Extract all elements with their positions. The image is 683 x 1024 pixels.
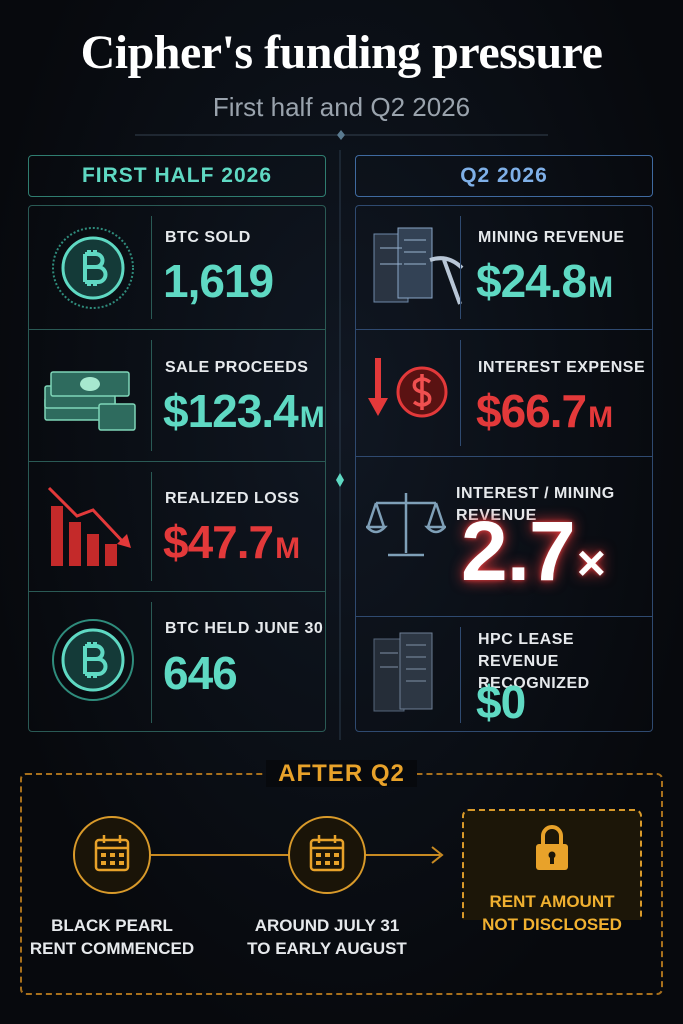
text: $47.7 (163, 516, 274, 568)
text: BTC HELD JUNE 30 (165, 620, 324, 637)
mining-icon (373, 227, 464, 305)
decor (460, 340, 461, 446)
decor (151, 472, 152, 581)
stat-row: REALIZED LOSS $47.7M (29, 461, 325, 591)
right-panel: MINING REVENUE $24.8M INTEREST EXPENSE $… (355, 205, 653, 732)
scale-icon (366, 493, 446, 557)
text: BLACK PEARL (51, 916, 173, 935)
text: $0 (476, 676, 526, 728)
stat-label: INTEREST EXPENSE (478, 357, 645, 379)
text: TO EARLY AUGUST (247, 939, 407, 958)
text: × (576, 535, 606, 591)
stat-value: $66.7M (476, 384, 613, 438)
timeline (73, 809, 642, 920)
text: AROUND JULY 31 (254, 916, 400, 935)
stat-row: BTC HELD JUNE 30 646 (29, 591, 325, 733)
center-line (336, 150, 344, 740)
text: M (275, 532, 300, 565)
stat-label: INTEREST / MINING REVENUE (456, 483, 652, 527)
step-label: RENT AMOUNT NOT DISCLOSED (452, 890, 652, 936)
step-label: BLACK PEARL RENT COMMENCED (12, 914, 212, 960)
text: 2.7 (461, 504, 576, 598)
text: M (588, 401, 613, 434)
text: INTEREST EXPENSE (478, 359, 646, 376)
stat-row: MINING REVENUE $24.8M (356, 206, 652, 329)
decor (151, 602, 152, 723)
text: HPC LEASE REVENUE (478, 631, 575, 670)
left-heading: FIRST HALF 2026 (28, 155, 326, 197)
expense-icon (368, 358, 448, 418)
stat-value: $0 (476, 675, 526, 729)
stat-row: INTEREST / MINING REVENUE 2.7× (356, 456, 652, 616)
right-heading: Q2 2026 (355, 155, 653, 197)
text: 1,619 (163, 255, 274, 307)
text: SALE PROCEEDS (165, 359, 309, 376)
text: M (299, 401, 325, 434)
step-label: AROUND JULY 31 TO EARLY AUGUST (227, 914, 427, 960)
stat-row: INTEREST EXPENSE $66.7M (356, 329, 652, 456)
decor (460, 216, 461, 319)
text: 646 (163, 647, 238, 699)
stat-label: REALIZED LOSS (165, 488, 300, 510)
text: $66.7 (476, 385, 587, 437)
text: RECOGNIZED (478, 675, 590, 692)
stat-row: HPC LEASE REVENUE RECOGNIZED $0 (356, 616, 652, 733)
text: $24.8 (476, 255, 587, 307)
text: INTEREST / MINING REVENUE (456, 485, 615, 524)
text: NOT DISCLOSED (482, 915, 622, 934)
decor (151, 216, 152, 319)
stat-label: BTC SOLD (165, 227, 251, 249)
cash-icon (44, 371, 136, 431)
left-panel: BTC SOLD 1,619 SALE PROCEEDS $123.4M REA… (28, 205, 326, 732)
text: RENT AMOUNT (489, 892, 615, 911)
text: REALIZED LOSS (165, 490, 300, 507)
stat-label: HPC LEASE REVENUE RECOGNIZED (478, 629, 652, 695)
after-heading: AFTER Q2 (266, 760, 417, 787)
bitcoin-icon (52, 227, 134, 309)
text: MINING REVENUE (478, 229, 625, 246)
stat-value: 646 (163, 646, 238, 700)
stat-value: $47.7M (163, 515, 300, 569)
ratio-value: 2.7× (461, 503, 606, 600)
stat-label: MINING REVENUE (478, 227, 625, 249)
bitcoin-icon (52, 619, 134, 701)
stat-value: 1,619 (163, 254, 274, 308)
text: BTC SOLD (165, 229, 251, 246)
title: Cipher's funding pressure (80, 26, 603, 79)
after-heading-wrap: AFTER Q2 (0, 760, 683, 788)
stat-row: SALE PROCEEDS $123.4M (29, 329, 325, 461)
decor (151, 340, 152, 451)
text: $123.4 (163, 385, 299, 437)
stat-label: BTC HELD JUNE 30 (165, 618, 323, 640)
divider (135, 130, 548, 140)
stat-label: SALE PROCEEDS (165, 357, 308, 379)
loss-icon (47, 486, 131, 566)
server-icon (373, 632, 433, 712)
decor (460, 627, 461, 723)
stat-value: $24.8M (476, 254, 613, 308)
text: RENT COMMENCED (29, 939, 195, 958)
text: M (588, 271, 613, 304)
subtitle: First half and Q2 2026 (212, 92, 471, 122)
stat-row: BTC SOLD 1,619 (29, 206, 325, 329)
stat-value: $123.4M (163, 384, 325, 438)
